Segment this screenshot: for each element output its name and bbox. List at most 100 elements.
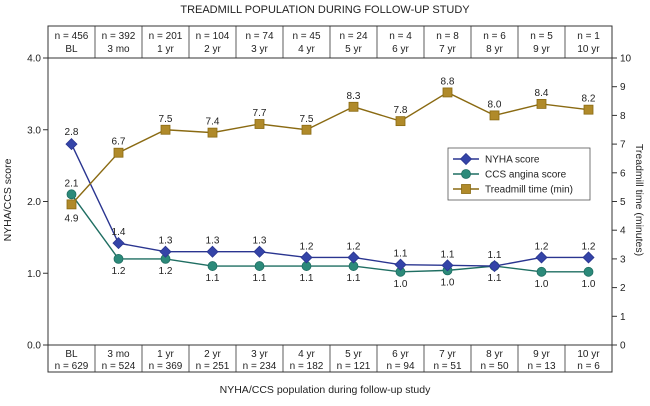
data-label: 1.1: [394, 249, 408, 260]
bottom-category-label: 7 yr: [439, 349, 456, 360]
treadmill-point: [536, 99, 547, 109]
series-line-0: [70, 143, 589, 267]
data-label: 7.8: [394, 105, 408, 116]
nyha-point: [394, 258, 407, 271]
left-tick-label: 3.0: [27, 125, 41, 136]
nyha-point: [488, 260, 501, 273]
left-tick-label: 2.0: [27, 197, 41, 208]
data-label: 1.2: [535, 241, 549, 252]
chart-title: TREADMILL POPULATION DURING FOLLOW-UP ST…: [180, 4, 470, 16]
top-category-label: 5 yr: [345, 44, 362, 55]
data-label: 1.3: [206, 236, 220, 247]
data-label: 1.3: [253, 236, 267, 247]
top-category-label: 6 yr: [392, 44, 409, 55]
bottom-category-label: 9 yr: [533, 349, 550, 360]
treadmill-point: [442, 87, 453, 98]
top-count-label: n = 24: [339, 31, 368, 42]
plot-frame: [47, 25, 613, 373]
data-label: 1.2: [159, 266, 173, 277]
bottom-category-label: 3 mo: [107, 349, 130, 360]
bottom-count-label: n = 182: [290, 361, 324, 372]
data-label: 2.8: [65, 127, 79, 138]
treadmill-point: [583, 104, 594, 115]
right-tick-label: 5: [620, 197, 626, 208]
right-tick-label: 9: [620, 82, 626, 93]
treadmill-point: [160, 124, 171, 135]
top-count-label: n = 4: [389, 31, 412, 42]
ccs-point: [536, 266, 547, 277]
nyha-point: [459, 152, 473, 166]
nyha-point: [300, 251, 313, 264]
top-category-label: 3 yr: [251, 44, 268, 55]
top-category-label: 1 yr: [157, 44, 174, 55]
bottom-count-label: n = 51: [433, 361, 462, 372]
left-tick-label: 1.0: [27, 269, 41, 280]
ccs-point: [207, 261, 218, 271]
right-axis: 0 1 2 3 4 5 6 7 8 9 10: [612, 54, 632, 352]
nyha-point: [253, 245, 266, 258]
top-count-label: n = 1: [577, 31, 600, 42]
data-label: 7.4: [206, 117, 220, 128]
x-axis-label: NYHA/CCS population during follow-up stu…: [220, 384, 431, 396]
left-axis: 0.0 1.0 2.0 3.0 4.0: [27, 54, 48, 352]
left-axis-label: NYHA/CCS score: [2, 158, 14, 241]
data-label: 8.2: [582, 94, 596, 105]
top-count-label: n = 74: [245, 31, 274, 42]
data-label: 1.2: [112, 266, 126, 277]
treadmill-point: [489, 110, 500, 121]
bottom-category-label: BL: [65, 349, 78, 360]
data-label: 1.3: [159, 236, 173, 247]
series-layer: 2.8 1.4 1.3 1.3 1.3 1.2 1.2 1.1 1.1 1.1 1.2 1.2 2.1 1…: [65, 76, 596, 289]
data-label: 8.3: [347, 91, 361, 102]
nyha-point: [535, 251, 548, 264]
data-label: 6.7: [112, 137, 126, 148]
top-category-label: 4 yr: [298, 44, 315, 55]
bottom-category-label: 1 yr: [157, 349, 174, 360]
data-label: 1.2: [347, 241, 361, 252]
top-count-label: n = 6: [483, 31, 506, 42]
data-label: 1.2: [300, 241, 314, 252]
bottom-count-label: n = 629: [55, 361, 89, 372]
treadmill-point: [461, 184, 471, 194]
right-tick-label: 10: [620, 54, 632, 65]
right-tick-label: 7: [620, 140, 626, 151]
legend-label: NYHA score: [485, 155, 540, 166]
nyha-point: [206, 245, 219, 258]
right-tick-label: 2: [620, 283, 626, 294]
data-label: 4.9: [65, 213, 79, 224]
data-label: 1.0: [582, 279, 596, 290]
nyha-point: [112, 237, 125, 250]
bottom-category-label: 8 yr: [486, 349, 503, 360]
data-label: 1.2: [582, 241, 596, 252]
data-label: 7.5: [159, 114, 173, 125]
ccs-point: [583, 266, 594, 277]
data-label: 1.1: [488, 250, 502, 261]
bottom-category-label: 2 yr: [204, 349, 221, 360]
treadmill-point: [113, 147, 124, 158]
top-count-label: n = 456: [55, 31, 89, 42]
data-label: 1.1: [253, 273, 267, 284]
bottom-category-label: 4 yr: [298, 349, 315, 360]
right-tick-label: 8: [620, 111, 626, 122]
top-category-label: 8 yr: [486, 44, 503, 55]
bottom-count-label: n = 50: [480, 361, 509, 372]
series-line-1: [70, 193, 589, 273]
treadmill-point: [348, 101, 359, 112]
bottom-count-label: n = 234: [243, 361, 277, 372]
treadmill-point: [254, 119, 265, 129]
data-label: 7.7: [253, 108, 267, 119]
top-count-label: n = 392: [102, 31, 136, 42]
right-axis-label: Treadmill time (minutes): [633, 144, 645, 256]
bottom-category-label: 5 yr: [345, 349, 362, 360]
ccs-point: [66, 189, 77, 200]
nyha-point: [347, 251, 360, 264]
bottom-count-label: n = 94: [386, 361, 415, 372]
data-label: 1.1: [206, 273, 220, 284]
data-label: 1.1: [347, 273, 361, 284]
right-tick-label: 3: [620, 254, 626, 265]
bottom-category-label: 10 yr: [577, 349, 600, 360]
top-category-label: 9 yr: [533, 44, 550, 55]
data-label: 7.5: [300, 114, 314, 125]
nyha-point: [65, 138, 78, 151]
top-count-label: n = 8: [436, 31, 459, 42]
